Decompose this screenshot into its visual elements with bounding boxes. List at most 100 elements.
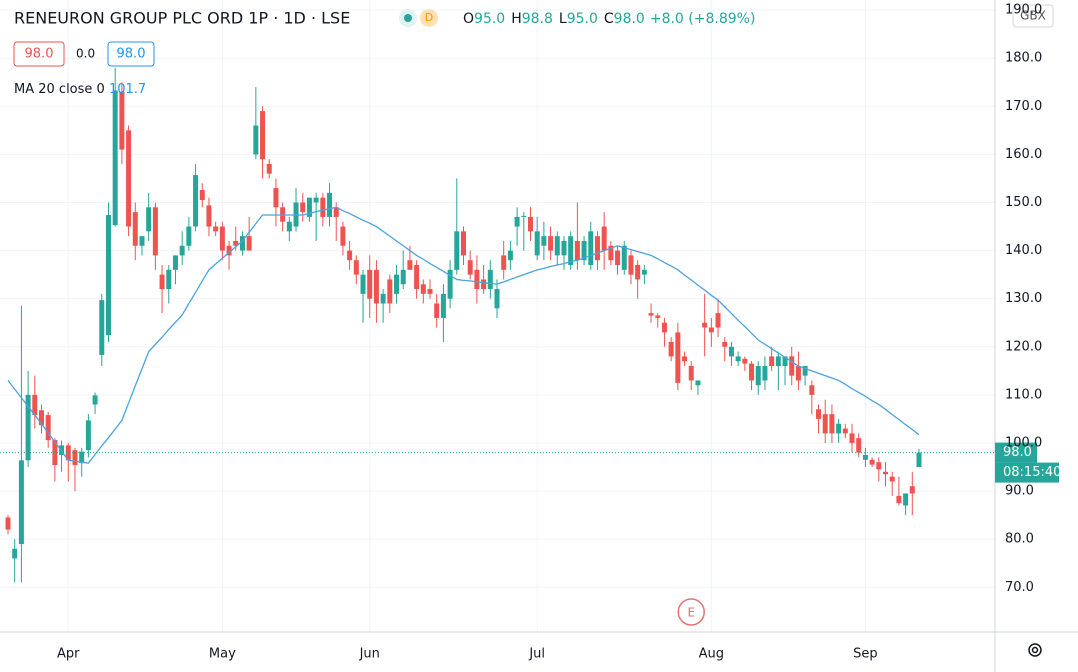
- candle-body: [869, 459, 875, 465]
- ohlc-value: 98.8: [522, 11, 553, 27]
- candle-body: [246, 236, 252, 251]
- x-tick-label: Jul: [528, 647, 545, 662]
- candle-body: [889, 476, 895, 482]
- candle-body: [916, 452, 922, 468]
- candle-body: [440, 293, 446, 318]
- candle-body: [883, 471, 889, 475]
- candle-body: [836, 423, 842, 434]
- ask: 98.0: [117, 47, 146, 62]
- candle-body: [172, 255, 178, 270]
- candle-body: [99, 300, 105, 355]
- candle-body: [300, 202, 306, 213]
- candle-body: [266, 164, 272, 174]
- candle-body: [594, 236, 600, 261]
- event-label: E: [687, 606, 695, 620]
- plot: [5, 67, 922, 583]
- candle-body: [561, 240, 567, 256]
- y-tick-label: 160.0: [1005, 147, 1042, 162]
- gear-hub: [1031, 646, 1039, 654]
- candle-body: [286, 221, 292, 232]
- y-tick-label: 120.0: [1005, 339, 1042, 354]
- candle-body: [306, 197, 312, 217]
- ask-box[interactable]: [107, 41, 155, 67]
- candle-body: [829, 414, 835, 434]
- interval-badge-text: D: [425, 11, 433, 24]
- candle-body: [320, 197, 326, 217]
- candle-body: [434, 303, 440, 318]
- candle-body: [842, 428, 848, 434]
- candle-body: [132, 212, 138, 246]
- candle-body: [253, 125, 259, 155]
- candle-body: [816, 409, 822, 419]
- candle-body: [789, 356, 795, 376]
- candle-body: [166, 269, 172, 290]
- y-tick-label: 190.0: [1005, 3, 1042, 18]
- candle-body: [568, 236, 574, 266]
- candle-body: [139, 236, 145, 246]
- candle-body: [588, 231, 594, 266]
- candle-body: [373, 269, 379, 304]
- candle-body: [487, 269, 493, 290]
- bid: 98.0: [25, 47, 54, 62]
- candle-body: [782, 356, 788, 367]
- candle-body: [387, 279, 393, 304]
- candle-body: [233, 240, 239, 246]
- candle-body: [494, 289, 500, 309]
- y-tick-label: 80.0: [1005, 532, 1034, 547]
- candle-body: [903, 493, 909, 506]
- ohlc-label: C: [604, 11, 614, 27]
- candle-body: [199, 189, 205, 201]
- candle-body: [521, 215, 527, 217]
- candle-body: [186, 226, 192, 246]
- candle-body: [32, 394, 38, 416]
- candle-body: [554, 236, 560, 256]
- candle-body: [661, 322, 667, 333]
- ohlc-value: 95.0: [567, 11, 598, 27]
- candle-body: [206, 205, 212, 227]
- candle-body: [762, 366, 768, 381]
- candle-body: [615, 250, 621, 266]
- candle-body: [621, 245, 627, 270]
- candle-body: [474, 269, 480, 290]
- candle-body: [655, 315, 661, 318]
- candle-body: [641, 269, 647, 275]
- ohlc-legend: O95.0 H98.8 L95.0 C98.0 +8.0 (+8.89%): [463, 11, 755, 27]
- candle-body: [65, 445, 71, 461]
- bid-box[interactable]: [13, 41, 65, 67]
- candle-body: [219, 226, 225, 251]
- candle-body: [5, 517, 11, 530]
- candle-body: [152, 207, 158, 256]
- candle-body: [146, 207, 152, 232]
- candle-body: [239, 236, 245, 251]
- x-tick-label: Apr: [57, 647, 80, 662]
- currency-badge[interactable]: [1012, 4, 1054, 28]
- x-tick-label: Jun: [359, 647, 380, 662]
- candle-body: [327, 192, 333, 217]
- candle-body: [581, 240, 587, 261]
- candle-body: [45, 415, 51, 441]
- candle-body: [708, 327, 714, 333]
- candle-body: [728, 346, 734, 357]
- candle-body: [467, 260, 473, 275]
- candle-body: [715, 313, 721, 328]
- candle-body: [85, 420, 91, 451]
- candle-body: [353, 260, 359, 275]
- candle-body: [72, 450, 78, 466]
- candle-body: [635, 265, 641, 280]
- ma-legend: MA 20 close 0 101.7: [14, 82, 146, 97]
- candle-body: [682, 356, 688, 362]
- x-tick-label: Aug: [699, 647, 724, 662]
- candle-body: [601, 226, 607, 251]
- candle-body: [427, 289, 433, 294]
- price-label-box: [995, 442, 1037, 463]
- settings-icon[interactable]: [1028, 643, 1042, 657]
- candle-body: [675, 332, 681, 383]
- candle-body: [876, 462, 882, 470]
- candle-body: [688, 366, 694, 381]
- candle-body: [809, 385, 815, 395]
- candle-body: [548, 236, 554, 251]
- candle-body: [367, 269, 373, 299]
- interval-badge: [420, 9, 438, 27]
- candle-body: [742, 358, 748, 364]
